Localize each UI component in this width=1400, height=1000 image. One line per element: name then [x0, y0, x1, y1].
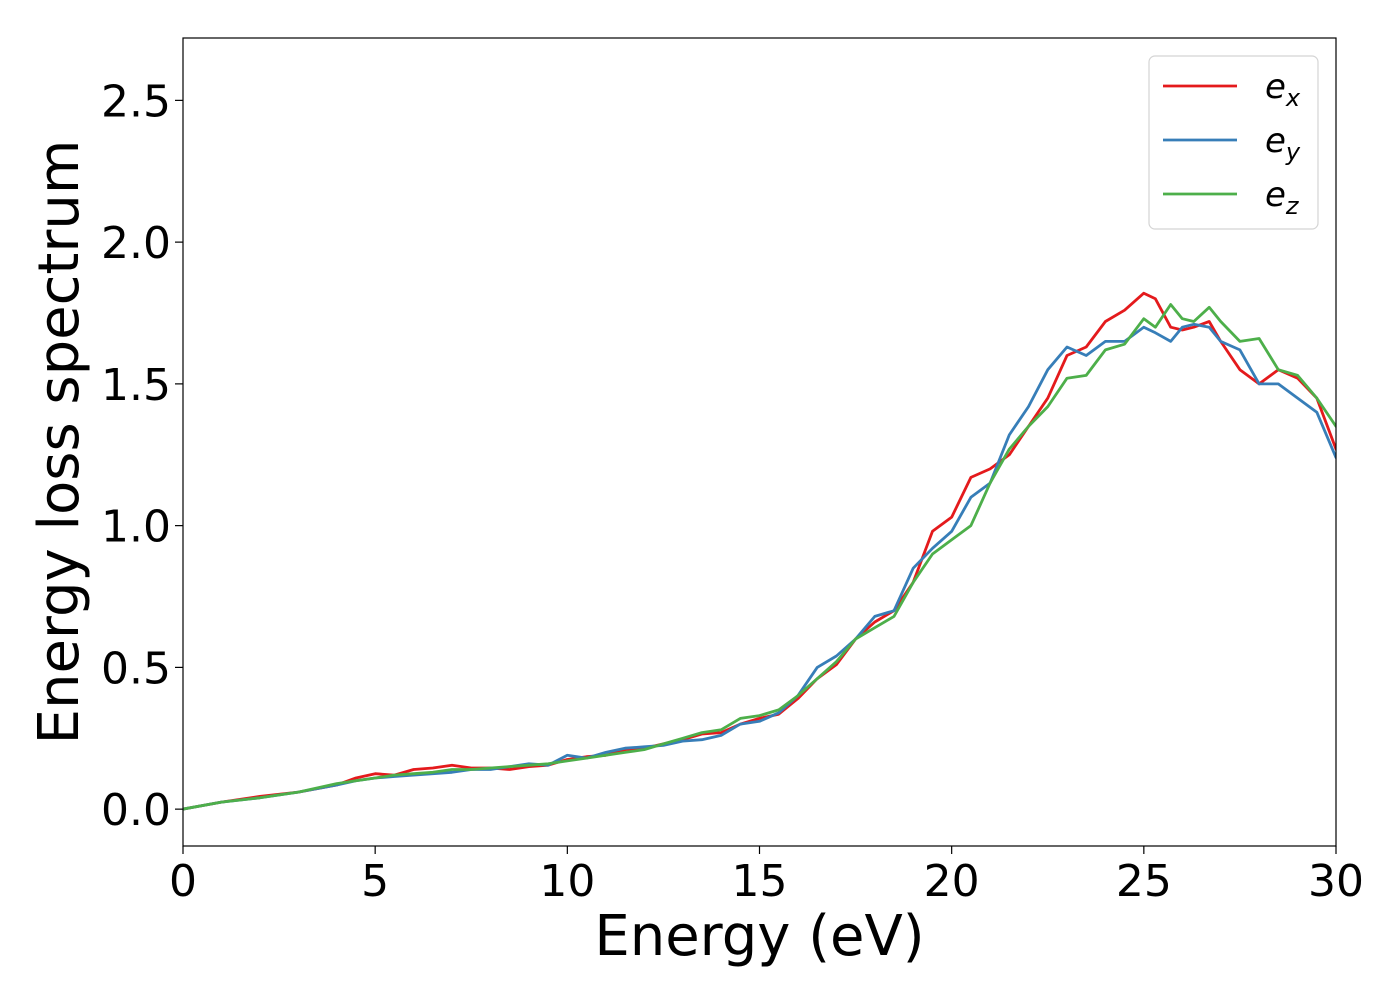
x-tick-label: 10 — [539, 856, 595, 907]
y-tick-label: 2.5 — [101, 76, 171, 127]
y-axis-ticks: 0.0 0.5 1.0 1.5 2.0 2.5 — [101, 76, 183, 836]
legend-label-ez: ez — [1265, 175, 1300, 220]
plot-lines — [183, 291, 1336, 811]
x-tick-label: 5 — [361, 856, 389, 907]
y-axis-label: Energy loss spectrum — [27, 140, 92, 745]
y-tick-label: 2.0 — [101, 218, 171, 269]
series-line-ey — [183, 322, 1336, 811]
y-tick-label: 1.0 — [101, 502, 171, 553]
x-tick-label: 15 — [732, 856, 788, 907]
series-line-ex — [183, 291, 1336, 811]
series-line-ez — [183, 303, 1336, 811]
legend-box — [1148, 55, 1319, 230]
x-tick-label: 30 — [1308, 856, 1364, 907]
x-tick-label: 0 — [169, 856, 197, 907]
x-tick-label: 20 — [924, 856, 980, 907]
x-axis-ticks: 0 5 10 15 20 25 30 — [169, 846, 1364, 907]
y-tick-label: 0.0 — [101, 785, 171, 836]
y-tick-label: 0.5 — [101, 643, 171, 694]
x-tick-label: 25 — [1116, 856, 1172, 907]
x-axis-label: Energy (eV) — [594, 904, 924, 969]
y-tick-label: 1.5 — [101, 360, 171, 411]
